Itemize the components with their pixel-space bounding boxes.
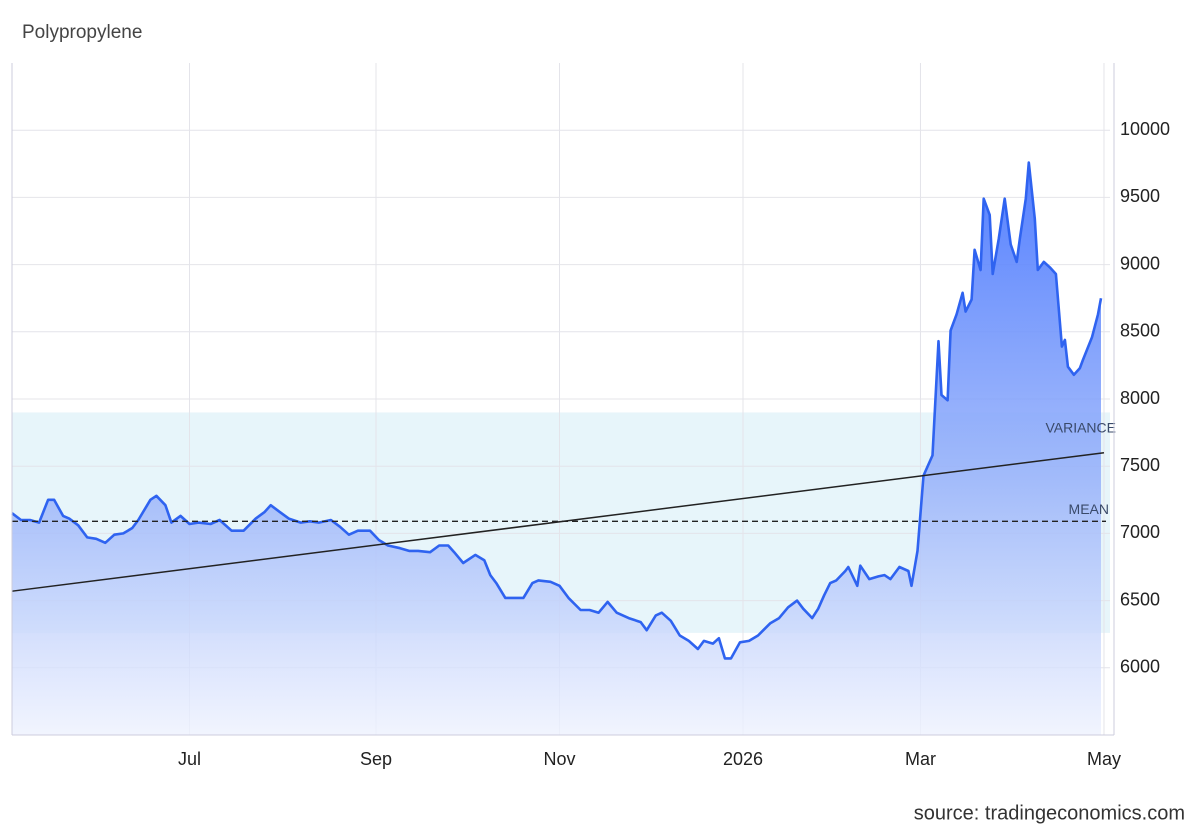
y-tick-label: 9000 xyxy=(1120,253,1160,273)
y-tick-label: 10000 xyxy=(1120,119,1170,139)
area xyxy=(12,162,1101,735)
y-tick-label: 7500 xyxy=(1120,455,1160,475)
x-tick-label: Mar xyxy=(905,749,936,769)
mean-label: MEAN xyxy=(1069,501,1109,517)
y-tick-label: 9500 xyxy=(1120,186,1160,206)
chart-title: Polypropylene xyxy=(22,22,142,43)
x-tick-label: Nov xyxy=(543,749,575,769)
y-tick-label: 6500 xyxy=(1120,589,1160,609)
x-tick-label: May xyxy=(1087,749,1121,769)
y-tick-label: 8500 xyxy=(1120,321,1160,341)
y-tick-label: 6000 xyxy=(1120,657,1160,677)
y-tick-label: 8000 xyxy=(1120,388,1160,408)
trend-line xyxy=(11,452,1105,592)
source: source: tradingeconomics.com xyxy=(914,802,1185,824)
x-tick-label: Sep xyxy=(360,749,392,769)
x-tick-label: Jul xyxy=(178,749,201,769)
y-tick-label: 7000 xyxy=(1120,522,1160,542)
variance-label: VARIANCE xyxy=(1045,419,1116,435)
line xyxy=(11,161,1103,660)
x-tick-label: 2026 xyxy=(723,749,763,769)
